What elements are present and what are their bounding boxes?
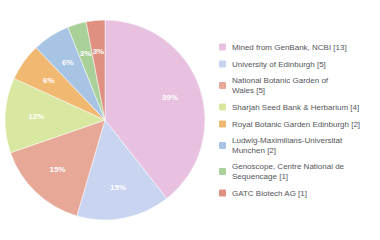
svg-text:3%: 3% bbox=[93, 47, 105, 56]
svg-text:Munchen [2]: Munchen [2] bbox=[232, 146, 276, 155]
svg-text:6%: 6% bbox=[43, 76, 55, 85]
svg-text:Genoscope, Centre National de: Genoscope, Centre National de bbox=[232, 162, 345, 171]
svg-text:GATC Biotech AG [1]: GATC Biotech AG [1] bbox=[232, 189, 307, 198]
svg-text:15%: 15% bbox=[49, 165, 65, 174]
svg-text:Sharjah Seed Bank & Herbarium: Sharjah Seed Bank & Herbarium [4] bbox=[232, 103, 359, 112]
svg-text:15%: 15% bbox=[110, 183, 126, 192]
svg-text:Mined from GenBank, NCBI [13]: Mined from GenBank, NCBI [13] bbox=[232, 43, 347, 52]
svg-text:University of Edinburgh [5]: University of Edinburgh [5] bbox=[232, 60, 326, 69]
svg-text:39%: 39% bbox=[162, 93, 178, 102]
svg-text:Sequencage [1]: Sequencage [1] bbox=[232, 172, 288, 181]
svg-text:Wales [5]: Wales [5] bbox=[232, 86, 265, 95]
svg-text:6%: 6% bbox=[62, 58, 74, 67]
svg-text:Royal Botanic Garden Edinburgh: Royal Botanic Garden Edinburgh [2] bbox=[232, 120, 360, 129]
svg-text:12%: 12% bbox=[28, 112, 44, 121]
svg-text:3%: 3% bbox=[80, 49, 92, 58]
svg-text:National Botanic Garden of: National Botanic Garden of bbox=[232, 76, 329, 85]
svg-text:Ludwig-Maximilians-Universitat: Ludwig-Maximilians-Universitat bbox=[232, 136, 343, 145]
